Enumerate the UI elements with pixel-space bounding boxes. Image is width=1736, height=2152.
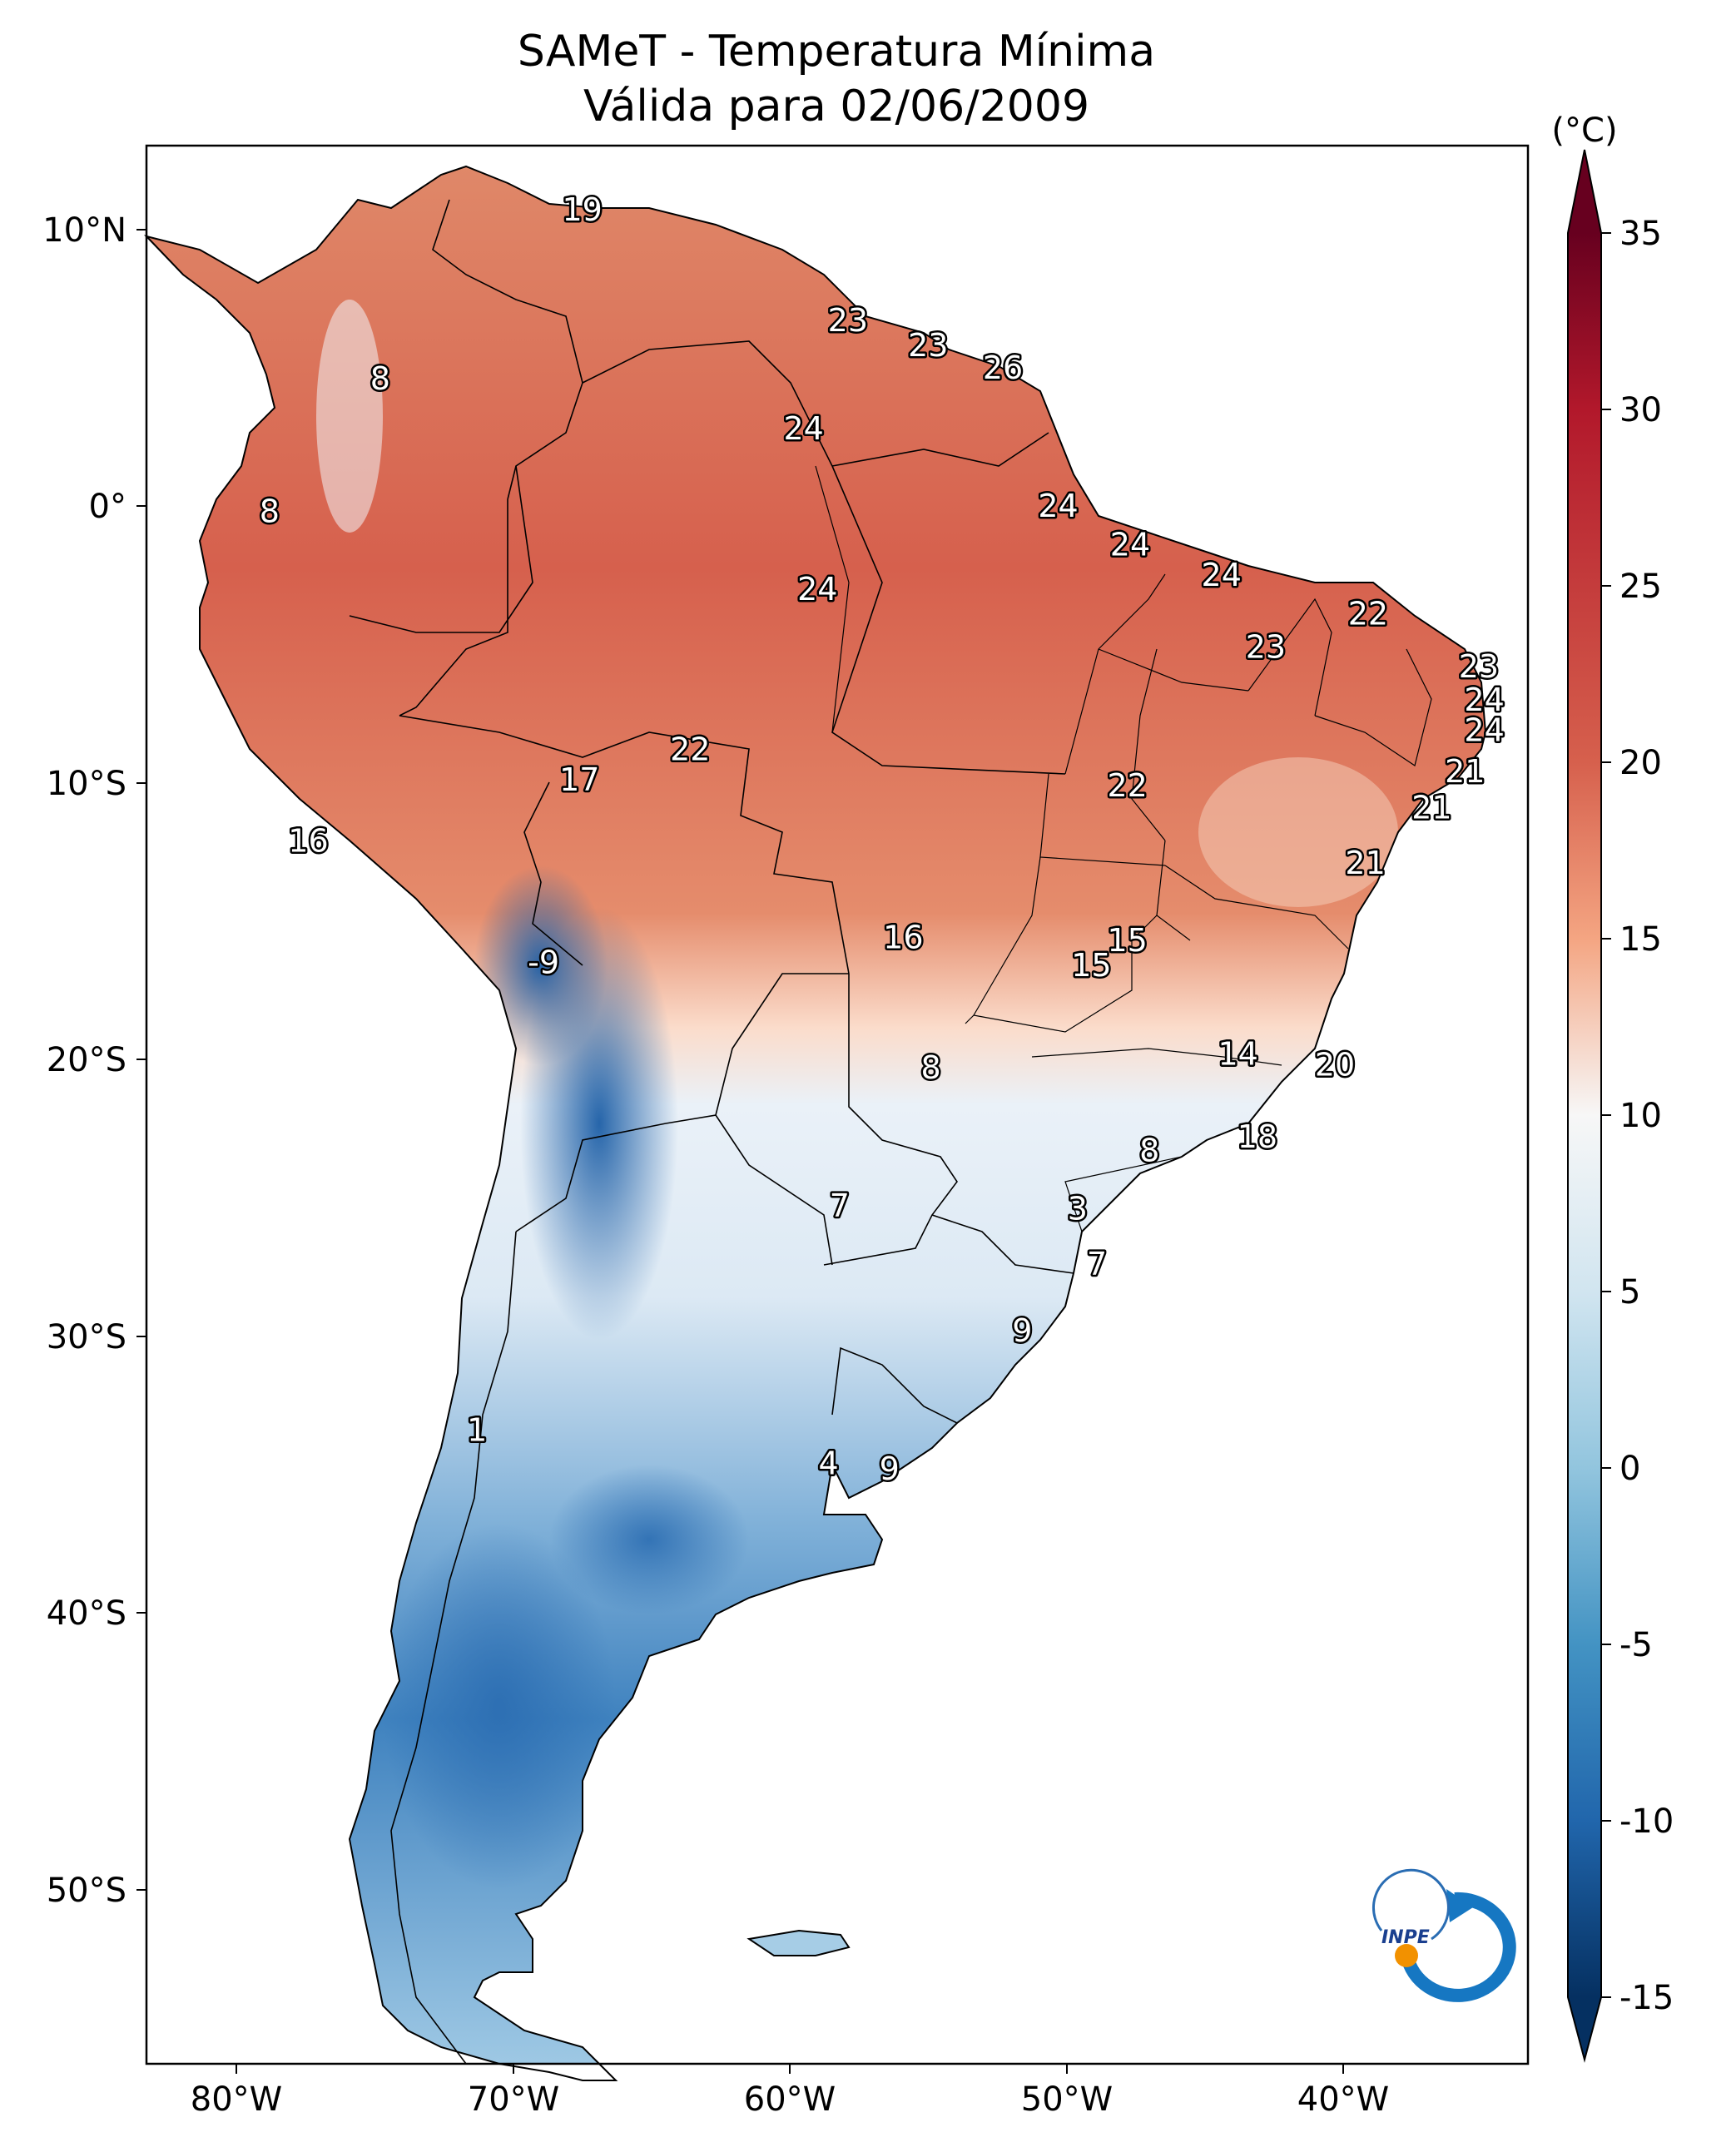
- point-value-label: 21: [1411, 789, 1451, 826]
- logo-text: INPE: [1381, 1927, 1430, 1948]
- colorbar-tick-label: 30: [1619, 391, 1662, 429]
- point-value-label: 8: [920, 1049, 940, 1086]
- point-value-label: 24: [1038, 488, 1078, 524]
- colorbar-tick-label: 35: [1619, 215, 1662, 253]
- inpe-logo: INPE: [1372, 1868, 1516, 2002]
- lat-label-10s: 10°S: [47, 765, 126, 803]
- point-value-label: 17: [559, 761, 599, 798]
- point-value-label: 26: [983, 350, 1023, 386]
- lon-label-40w: 40°W: [1297, 2080, 1389, 2119]
- lon-label-70w: 70°W: [468, 2080, 559, 2119]
- point-value-label: 15: [1107, 922, 1147, 959]
- map-subtitle: Válida para 02/06/2009: [583, 82, 1090, 131]
- point-value-label: -9: [528, 945, 559, 981]
- map-title: SAMeT - Temperatura Mínima: [517, 27, 1156, 77]
- lat-label-50s: 50°S: [47, 1872, 126, 1910]
- point-value-label: 23: [908, 327, 948, 364]
- point-value-label: 3: [1068, 1191, 1088, 1227]
- point-value-label: 7: [1087, 1246, 1107, 1282]
- colorbar-unit: (°C): [1551, 112, 1617, 150]
- point-value-label: 16: [883, 920, 923, 956]
- point-value-label: 8: [370, 360, 390, 397]
- lon-axis: 80°W 70°W 60°W 50°W 40°W: [191, 2064, 1389, 2119]
- point-value-label: 15: [1071, 947, 1111, 984]
- lon-label-80w: 80°W: [191, 2080, 282, 2119]
- point-value-label: 8: [1139, 1133, 1159, 1169]
- point-value-label: 16: [288, 822, 328, 859]
- lon-label-60w: 60°W: [744, 2080, 836, 2119]
- colorbar-tick-label: 25: [1619, 568, 1662, 606]
- state-borders: [815, 465, 1432, 1232]
- point-value-label: 22: [1348, 596, 1388, 632]
- lat-label-30s: 30°S: [47, 1318, 126, 1356]
- point-value-label: 21: [1445, 753, 1485, 790]
- colorbar-tick-label: -10: [1619, 1802, 1674, 1841]
- lat-label-40s: 40°S: [47, 1594, 126, 1633]
- point-value-label: 8: [260, 493, 280, 530]
- lat-label-20s: 20°S: [47, 1041, 126, 1079]
- point-value-label: 9: [880, 1450, 900, 1487]
- colorbar: (°C) 35 30 25 20 15 10 5 0 -5 -10 -15: [1551, 112, 1674, 2063]
- lon-label-50w: 50°W: [1021, 2080, 1113, 2119]
- colorbar-tick-label: -5: [1619, 1626, 1653, 1664]
- point-value-label: 22: [1107, 767, 1147, 804]
- colorbar-tick-label: 20: [1619, 744, 1662, 782]
- point-value-label: 24: [1464, 712, 1504, 748]
- point-value-label: 24: [1464, 682, 1504, 718]
- point-value-label: 23: [1459, 648, 1499, 685]
- point-value-label: 20: [1315, 1047, 1355, 1083]
- colorbar-tick-label: 15: [1619, 920, 1662, 959]
- point-value-label: 24: [797, 571, 837, 607]
- point-value-label: 4: [818, 1445, 838, 1481]
- point-value-label: 9: [1012, 1312, 1032, 1349]
- point-value-label: 21: [1345, 845, 1385, 881]
- point-value-label: 18: [1238, 1118, 1277, 1155]
- country-borders: [349, 199, 1074, 2065]
- point-value-label: 22: [670, 731, 710, 768]
- lat-label-10n: 10°N: [42, 211, 126, 250]
- colorbar-tick-label: 0: [1619, 1450, 1640, 1488]
- point-value-label: 7: [830, 1188, 850, 1224]
- point-value-label: 24: [1110, 527, 1150, 563]
- point-value-label: 14: [1218, 1035, 1257, 1072]
- point-value-label: 23: [1246, 629, 1286, 666]
- falkland-islands: [746, 1929, 851, 1956]
- colorbar-tick-label: -15: [1619, 1979, 1674, 2017]
- point-value-label: 19: [562, 191, 602, 228]
- point-value-label: 1: [467, 1412, 487, 1449]
- colorbar-tick-label: 5: [1619, 1273, 1640, 1312]
- coastline: [143, 165, 1487, 2081]
- lat-label-0: 0°: [89, 488, 126, 526]
- point-value-label: 24: [1202, 557, 1242, 593]
- point-value-label: 24: [783, 410, 823, 447]
- colorbar-tick-label: 10: [1619, 1097, 1662, 1135]
- lat-axis: 10°N 0° 10°S 20°S 30°S 40°S 50°S: [42, 211, 146, 1910]
- point-value-label: 23: [828, 302, 868, 339]
- plot-frame: [145, 144, 1530, 2065]
